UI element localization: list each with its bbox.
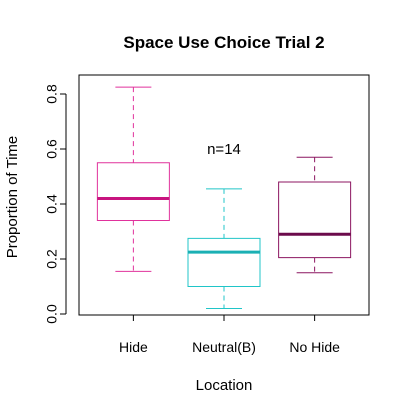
y-tick-label: 0.6 [44, 139, 60, 159]
chart-title: Space Use Choice Trial 2 [123, 33, 324, 52]
iqr-box [96, 162, 170, 221]
sample-size-annotation: n=14 [207, 141, 241, 158]
x-tick-label: No Hide [289, 339, 340, 355]
box-group [278, 156, 352, 274]
x-tick-label: Hide [119, 339, 148, 355]
x-axis: Hide Neutral(B) No Hide [119, 315, 340, 355]
y-axis: 0.0 0.2 0.4 0.6 0.8 [44, 84, 67, 324]
x-axis-title: Location [196, 377, 253, 394]
iqr-box [278, 181, 352, 259]
y-tick-label: 0.2 [44, 249, 60, 269]
y-axis-title: Proportion of Time [4, 136, 21, 259]
y-tick-label: 0.0 [44, 304, 60, 324]
y-tick-label: 0.4 [44, 194, 60, 214]
annotations-layer: n=14 [207, 141, 241, 158]
box-group [96, 86, 170, 272]
x-tick-label: Neutral(B) [192, 339, 256, 355]
plot-frame [78, 74, 370, 316]
boxes-layer [96, 86, 352, 309]
iqr-box [187, 237, 261, 287]
y-tick-label: 0.8 [44, 84, 60, 104]
box-group [187, 188, 261, 309]
